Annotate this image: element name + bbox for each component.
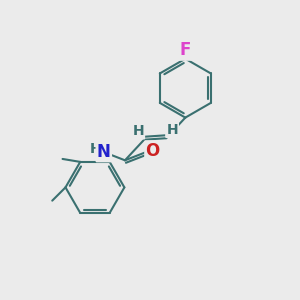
Text: F: F: [180, 41, 191, 59]
Text: H: H: [166, 123, 178, 137]
Text: O: O: [146, 142, 160, 160]
Text: H: H: [90, 142, 101, 155]
Text: H: H: [132, 124, 144, 138]
Text: N: N: [97, 143, 111, 161]
